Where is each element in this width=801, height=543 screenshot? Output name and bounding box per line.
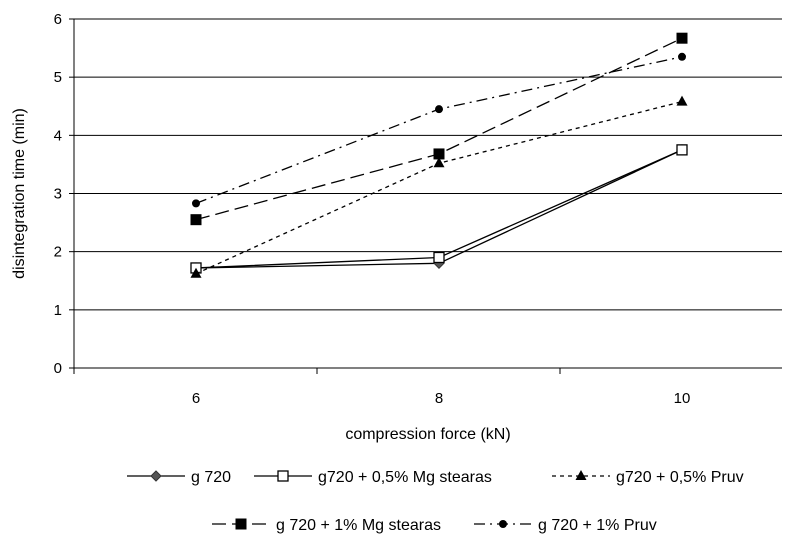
y-tick-label: 3 — [54, 186, 62, 203]
legend-marker — [575, 470, 587, 480]
series-line — [195, 149, 683, 269]
y-tick-label: 2 — [54, 244, 62, 261]
data-point — [676, 32, 688, 44]
legend-marker — [499, 520, 507, 528]
legend-marker — [235, 518, 247, 530]
y-axis-title: disintegration time (min) — [11, 108, 28, 279]
data-point — [435, 105, 443, 114]
series-3 — [190, 95, 688, 278]
data-point — [433, 157, 445, 168]
series-line — [195, 56, 683, 204]
legend-marker — [150, 470, 162, 482]
series-group — [190, 32, 688, 278]
legend-item: g720 + 0,5% Pruv — [552, 469, 744, 486]
series-line — [195, 100, 683, 275]
data-point — [433, 148, 445, 160]
y-tick-label: 6 — [54, 11, 62, 28]
series-line — [195, 149, 683, 269]
x-tick-label: 10 — [674, 390, 691, 407]
y-tick-label: 0 — [54, 360, 62, 377]
x-tick-label: 6 — [192, 390, 200, 407]
legend-label: g 720 + 1% Pruv — [538, 517, 657, 534]
x-axis-title: compression force (kN) — [345, 426, 510, 443]
data-point — [190, 267, 202, 278]
data-point — [676, 95, 688, 106]
series-5 — [192, 52, 686, 208]
legend-item: g 720 + 1% Mg stearas — [212, 517, 441, 534]
data-point — [676, 144, 688, 156]
legend-marker — [277, 470, 289, 482]
series-line — [195, 37, 683, 221]
legend-item: g 720 + 1% Pruv — [474, 517, 657, 534]
data-point — [678, 52, 686, 61]
data-point — [190, 214, 202, 226]
legend-item: g 720 — [127, 469, 231, 486]
legend-label: g720 + 0,5% Mg stearas — [318, 469, 492, 486]
legend: g 720 g720 + 0,5% Mg stearas g720 + 0,5% P… — [127, 469, 744, 534]
data-point — [192, 199, 200, 208]
legend-label: g720 + 0,5% Pruv — [616, 469, 744, 486]
plot-area: 0 1 2 3 4 5 6 6 8 10 — [54, 11, 782, 407]
y-tick-label: 4 — [54, 127, 62, 144]
legend-label: g 720 — [191, 469, 231, 486]
x-tick-label: 8 — [435, 390, 443, 407]
y-tick-label: 5 — [54, 69, 62, 86]
legend-item: g720 + 0,5% Mg stearas — [254, 469, 492, 486]
series-4 — [190, 32, 688, 226]
legend-label: g 720 + 1% Mg stearas — [276, 517, 441, 534]
y-tick-label: 1 — [54, 302, 62, 319]
data-point — [433, 251, 445, 264]
